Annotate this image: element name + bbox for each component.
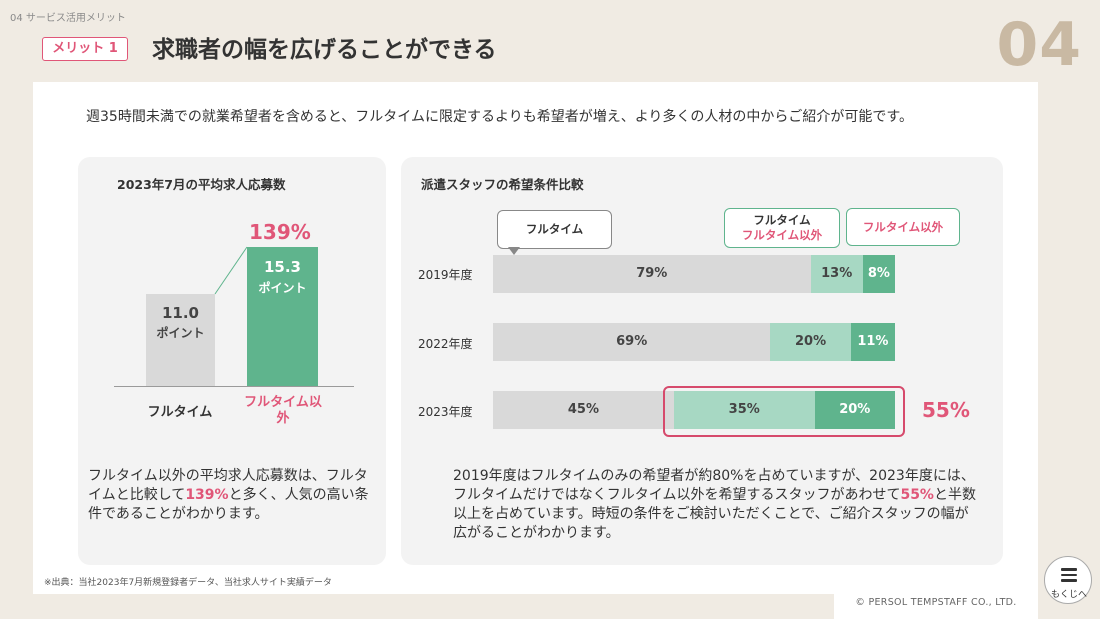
highlight-total: 55% — [922, 398, 970, 422]
callout-fulltime: フルタイム — [497, 210, 612, 249]
chart-baseline — [114, 386, 354, 387]
page-number: 04 — [996, 10, 1082, 80]
callout-both-line1: フルタイム — [753, 213, 811, 227]
bar-segment-non-fulltime-1: 8% — [862, 255, 895, 293]
bar-segment-both-1: 13% — [810, 255, 863, 293]
merit-badge: メリット 1 — [42, 37, 128, 61]
bar-segment-non-fulltime-2: 11% — [850, 323, 895, 361]
bar-fulltime-value: 11.0 — [161, 304, 199, 322]
bar-fulltime-unit: ポイント — [156, 326, 205, 340]
toc-label: もくじへ — [1050, 590, 1087, 600]
source-footnote: ※出典：当社2023年7月新規登録者データ、当社求人サイト実績データ — [44, 578, 332, 588]
bar-segment-both-3: 35% — [673, 391, 815, 429]
row-label-2022: 2022年度 — [418, 337, 473, 351]
bar-non-fulltime — [247, 247, 318, 386]
copyright: © PERSOL TEMPSTAFF CO., LTD. — [834, 594, 1038, 619]
left-card-title: 2023年7月の平均求人応募数 — [117, 177, 286, 192]
callout-pointer — [508, 247, 520, 255]
bar-non-fulltime-value: 15.3 — [263, 258, 301, 276]
callout-both-line2: フルタイム以外 — [741, 228, 823, 242]
page-title: 求職者の幅を広げることができる — [152, 37, 497, 63]
right-card-title: 派遣スタッフの希望条件比較 — [421, 177, 584, 192]
bar-fulltime — [146, 294, 215, 386]
right-card-description: 2019年度はフルタイムのみの希望者が約80%を占めていますが、2023年度には… — [453, 468, 976, 541]
bar-segment-fulltime-3: 45% — [493, 391, 674, 429]
bar-segment-non-fulltime-3: 20% — [814, 391, 895, 429]
bar-segment-both-2: 20% — [770, 323, 851, 361]
toc-button[interactable]: もくじへ — [1044, 556, 1092, 604]
highlight-box — [663, 386, 905, 437]
menu-icon — [1061, 568, 1077, 585]
callout-non-fulltime: フルタイム以外 — [846, 208, 960, 246]
increase-percentage: 139% — [249, 220, 311, 244]
left-card-description: フルタイム以外の平均求人応募数は、フルタイムと比較して139%と多く、人気の高い… — [88, 468, 369, 522]
category-non-fulltime: フルタイム以外 — [244, 395, 322, 426]
callout-both: フルタイム フルタイム以外 — [724, 208, 840, 248]
category-fulltime: フルタイム — [147, 405, 213, 420]
bar-segment-fulltime-1: 79% — [493, 255, 811, 293]
section-label: 04 サービス活用メリット — [10, 13, 126, 24]
row-label-2019: 2019年度 — [418, 268, 473, 282]
average-applications-card — [78, 157, 386, 565]
intro-text: 週35時間未満での就業希望者を含めると、フルタイムに限定するよりも希望者が増え、… — [86, 109, 914, 125]
bar-non-fulltime-unit: ポイント — [258, 281, 307, 295]
row-label-2023: 2023年度 — [418, 405, 473, 419]
bar-segment-fulltime-2: 69% — [493, 323, 771, 361]
